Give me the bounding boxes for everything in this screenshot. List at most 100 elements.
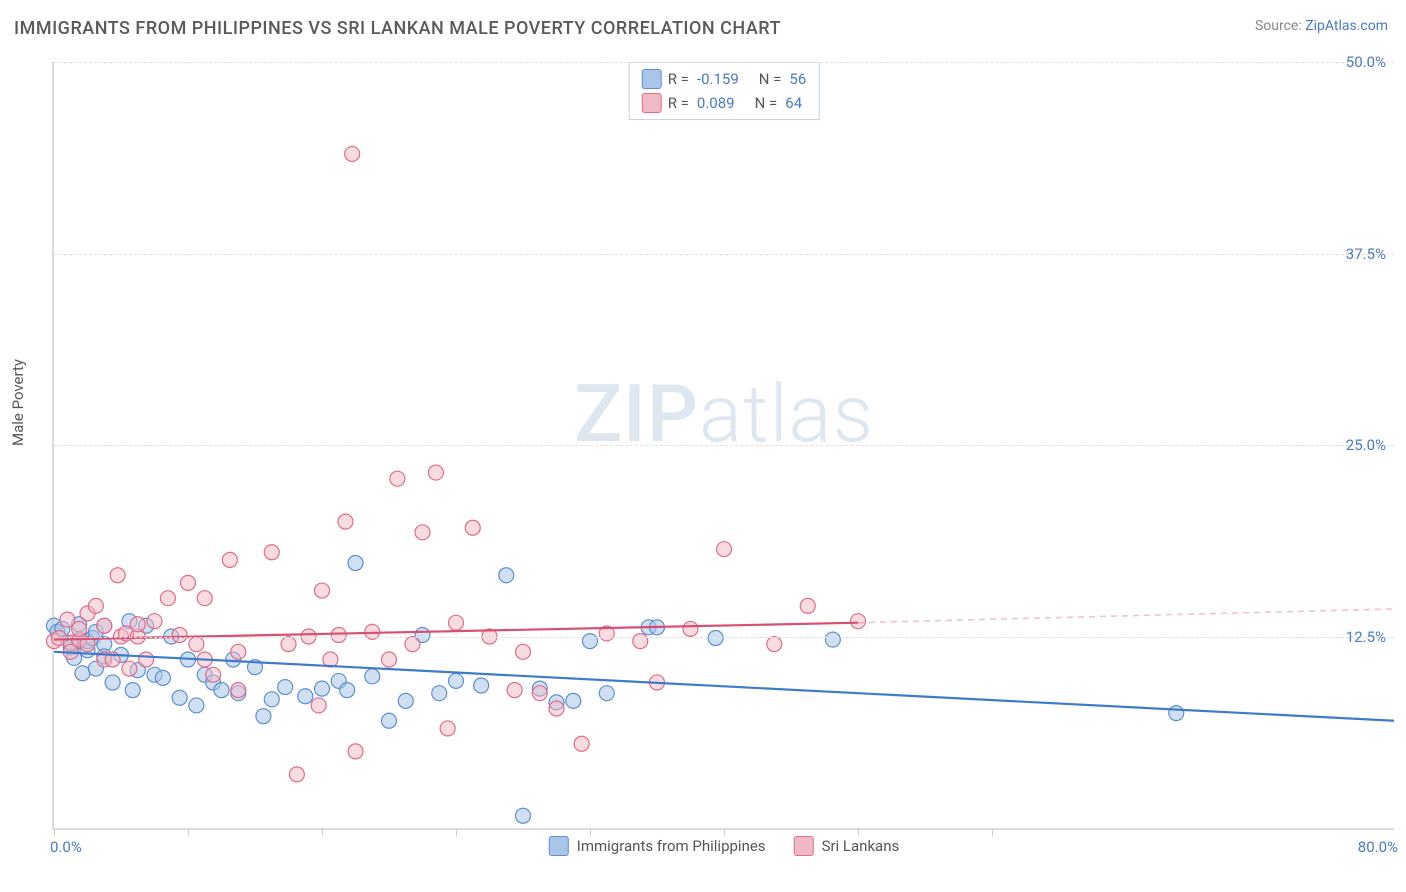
data-point: [88, 598, 103, 613]
data-point: [507, 683, 522, 698]
legend-swatch: [549, 836, 569, 856]
data-point: [147, 614, 162, 629]
data-point: [231, 644, 246, 659]
data-point: [105, 675, 120, 690]
x-tick: [54, 828, 55, 836]
data-point: [315, 681, 330, 696]
data-point: [331, 627, 346, 642]
correlation-row: R = -0.159 N = 56: [642, 67, 807, 91]
r-label: R =: [668, 94, 689, 112]
legend-swatch: [642, 69, 662, 89]
data-point: [278, 680, 293, 695]
n-value: 56: [789, 70, 806, 88]
x-tick: [724, 828, 725, 836]
legend-swatch: [794, 836, 814, 856]
data-point: [574, 736, 589, 751]
correlation-legend: R =-0.159N =56R =0.089N =64: [629, 62, 820, 120]
x-tick: [188, 828, 189, 836]
chart-title: IMMIGRANTS FROM PHILIPPINES VS SRI LANKA…: [14, 18, 781, 39]
gridline: [54, 445, 1394, 446]
data-point: [516, 808, 531, 823]
data-point: [825, 632, 840, 647]
correlation-row: R = 0.089 N = 64: [642, 91, 807, 115]
data-point: [172, 627, 187, 642]
data-point: [206, 667, 221, 682]
data-point: [338, 514, 353, 529]
y-tick-label: 12.5%: [1346, 628, 1386, 646]
n-value: 64: [785, 94, 802, 112]
series-legend: Immigrants from Philippines Sri Lankans: [549, 836, 899, 856]
data-point: [160, 591, 175, 606]
data-point: [717, 542, 732, 557]
data-point: [428, 465, 443, 480]
data-point: [599, 686, 614, 701]
data-point: [97, 618, 112, 633]
data-point: [315, 583, 330, 598]
data-point: [214, 683, 229, 698]
x-max-label: 80.0%: [1358, 838, 1398, 856]
r-value: 0.089: [697, 94, 735, 112]
data-point: [382, 713, 397, 728]
source-attribution: Source: ZipAtlas.com: [1255, 18, 1388, 34]
source-label: Source:: [1255, 18, 1305, 34]
data-point: [264, 692, 279, 707]
x-tick: [456, 828, 457, 836]
x-tick: [322, 828, 323, 836]
data-point: [281, 637, 296, 652]
trend-line: [54, 652, 1394, 721]
data-point: [415, 525, 430, 540]
r-value: -0.159: [697, 70, 739, 88]
data-point: [256, 709, 271, 724]
data-point: [405, 637, 420, 652]
y-tick-label: 25.0%: [1346, 436, 1386, 454]
data-point: [365, 669, 380, 684]
data-point: [549, 701, 564, 716]
source-link[interactable]: ZipAtlas.com: [1305, 18, 1388, 34]
data-point: [800, 598, 815, 613]
data-point: [197, 591, 212, 606]
data-point: [348, 555, 363, 570]
data-point: [155, 670, 170, 685]
data-point: [181, 575, 196, 590]
data-point: [345, 146, 360, 161]
data-point: [172, 690, 187, 705]
x-tick: [590, 828, 591, 836]
trend-line-dashed: [858, 609, 1394, 623]
legend-label: Sri Lankans: [822, 837, 900, 855]
n-label: N =: [759, 70, 782, 88]
n-label: N =: [755, 94, 778, 112]
data-point: [125, 683, 140, 698]
data-point: [683, 621, 698, 636]
data-point: [311, 698, 326, 713]
legend-item: Sri Lankans: [794, 836, 900, 856]
data-point: [516, 644, 531, 659]
data-point: [390, 471, 405, 486]
x-tick: [992, 828, 993, 836]
data-point: [348, 744, 363, 759]
data-point: [767, 637, 782, 652]
legend-swatch: [642, 93, 662, 113]
data-point: [298, 689, 313, 704]
data-point: [708, 631, 723, 646]
data-point: [532, 686, 547, 701]
data-point: [289, 767, 304, 782]
legend-item: Immigrants from Philippines: [549, 836, 766, 856]
gridline: [54, 62, 1394, 63]
data-point: [566, 693, 581, 708]
y-tick-label: 37.5%: [1346, 245, 1386, 263]
data-point: [398, 693, 413, 708]
r-label: R =: [668, 70, 689, 88]
data-point: [110, 568, 125, 583]
x-tick: [858, 828, 859, 836]
data-point: [340, 683, 355, 698]
data-point: [465, 520, 480, 535]
legend-label: Immigrants from Philippines: [577, 837, 766, 855]
data-point: [449, 673, 464, 688]
data-point: [231, 683, 246, 698]
gridline: [54, 637, 1394, 638]
data-point: [189, 698, 204, 713]
data-point: [222, 552, 237, 567]
plot-area: ZIPatlas R =-0.159N =56R =0.089N =64 Imm…: [52, 62, 1394, 830]
data-point: [130, 617, 145, 632]
data-point: [122, 661, 137, 676]
